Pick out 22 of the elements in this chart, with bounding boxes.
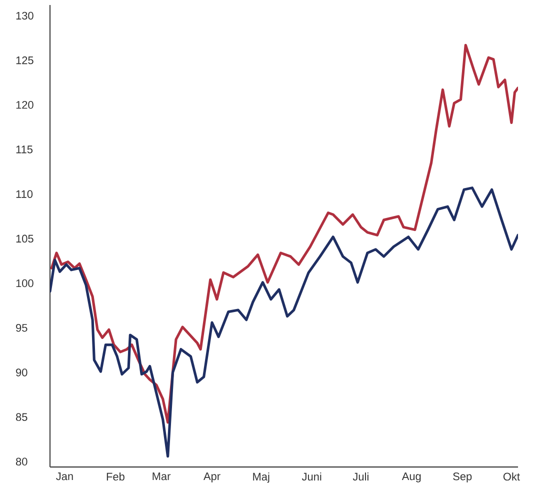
x-tick-label: Apr <box>203 472 220 482</box>
x-tick-label: Sep <box>453 472 472 482</box>
x-tick-label: Mar <box>152 472 171 480</box>
y-tick-label: 120 <box>16 101 34 109</box>
x-tick-label: Maj <box>253 472 270 483</box>
line-series <box>50 186 518 458</box>
y-tick-label: 90 <box>16 368 28 376</box>
y-tick-label: 80 <box>16 458 28 466</box>
y-tick-label: 115 <box>16 146 33 154</box>
y-tick-label: 110 <box>16 190 33 198</box>
x-tick-label: Jan <box>56 472 73 480</box>
y-tick-label: 125 <box>16 56 34 64</box>
x-tick-label: Feb <box>106 472 124 481</box>
y-tick-label: 95 <box>16 324 28 332</box>
y-tick-label: 130 <box>16 12 34 20</box>
x-tick-label: Juli <box>352 472 368 481</box>
x-tick-label: Aug <box>402 472 421 482</box>
y-tick-label: 105 <box>16 234 34 243</box>
y-tick-label: 85 <box>16 413 28 421</box>
y-tick-label: 100 <box>16 279 34 288</box>
x-tick-label: Okt <box>503 472 520 481</box>
x-tick-label: Juni <box>302 472 322 481</box>
